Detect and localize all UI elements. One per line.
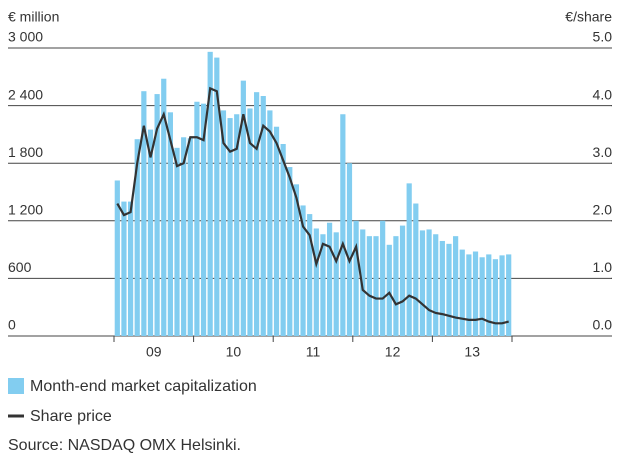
bar	[194, 101, 200, 336]
bar	[413, 203, 419, 336]
legend-label: Month-end market capitalization	[30, 378, 257, 395]
bar	[254, 92, 260, 336]
bar	[380, 220, 386, 336]
bar	[453, 236, 459, 336]
bar	[320, 234, 326, 336]
bar	[234, 114, 240, 337]
bar	[346, 163, 353, 336]
bar	[353, 220, 359, 336]
y-tick-label: 1 200	[8, 202, 43, 218]
bar	[499, 255, 505, 336]
bar	[220, 110, 227, 337]
bar	[147, 129, 154, 336]
bar	[174, 147, 180, 336]
bar	[506, 254, 512, 336]
y2-tick-label: 3.0	[593, 144, 613, 160]
y2-tick-label: 1.0	[593, 259, 613, 275]
bar	[366, 236, 372, 336]
bar	[439, 240, 445, 336]
x-tick-label: 13	[464, 344, 480, 360]
y-tick-label: 600	[8, 259, 32, 275]
x-tick-label: 09	[146, 344, 162, 360]
bar	[433, 234, 439, 336]
bar	[167, 112, 173, 336]
y-tick-label: 1 800	[8, 144, 43, 160]
bar	[426, 229, 432, 336]
bar	[121, 201, 127, 336]
bar	[187, 138, 193, 336]
bar	[307, 214, 313, 336]
bar	[472, 251, 479, 336]
bar	[293, 184, 300, 336]
y2-axis-label: €/share	[565, 9, 612, 25]
y-tick-label: 2 400	[8, 86, 43, 102]
y2-tick-label: 2.0	[593, 202, 613, 218]
y2-tick-label: 5.0	[593, 29, 613, 45]
bar	[207, 51, 213, 337]
bar	[161, 78, 167, 336]
legend-swatch	[8, 378, 24, 394]
bar	[114, 180, 120, 336]
bar	[181, 137, 187, 336]
bar	[267, 110, 273, 337]
bar	[287, 167, 293, 336]
bar	[127, 201, 134, 336]
bar	[240, 80, 246, 336]
bar	[154, 94, 160, 336]
bar	[333, 232, 339, 336]
bar	[406, 183, 412, 336]
y2-tick-label: 0.0	[593, 317, 613, 333]
bar	[280, 144, 286, 336]
bar	[260, 96, 266, 336]
bar	[373, 236, 379, 336]
bar	[479, 257, 485, 336]
y2-tick-label: 4.0	[593, 86, 613, 102]
bar	[386, 244, 392, 336]
source: Source: NASDAQ OMX Helsinki.	[8, 437, 241, 454]
bar	[399, 225, 406, 336]
x-tick-label: 12	[385, 344, 401, 360]
bar	[459, 249, 465, 336]
legend-label: Share price	[30, 408, 112, 425]
bar	[313, 228, 319, 336]
bar	[300, 205, 306, 336]
y-tick-label: 3 000	[8, 29, 43, 45]
bar	[466, 254, 472, 336]
bar	[141, 91, 147, 336]
y-tick-label: 0	[8, 317, 16, 333]
y-axis-label: € million	[8, 9, 59, 25]
bar	[227, 118, 233, 336]
bar	[326, 222, 333, 336]
bar	[134, 139, 140, 336]
bar	[486, 254, 492, 336]
x-tick-label: 10	[226, 344, 242, 360]
x-tick-label: 11	[306, 344, 321, 360]
bar	[393, 236, 399, 336]
bar	[419, 230, 426, 336]
bar	[200, 103, 207, 337]
bar	[340, 114, 346, 337]
bar	[273, 126, 280, 336]
share-price-line	[116, 86, 509, 325]
bar	[446, 243, 452, 336]
bar	[247, 108, 253, 336]
bar	[214, 57, 220, 336]
bar	[492, 259, 499, 336]
